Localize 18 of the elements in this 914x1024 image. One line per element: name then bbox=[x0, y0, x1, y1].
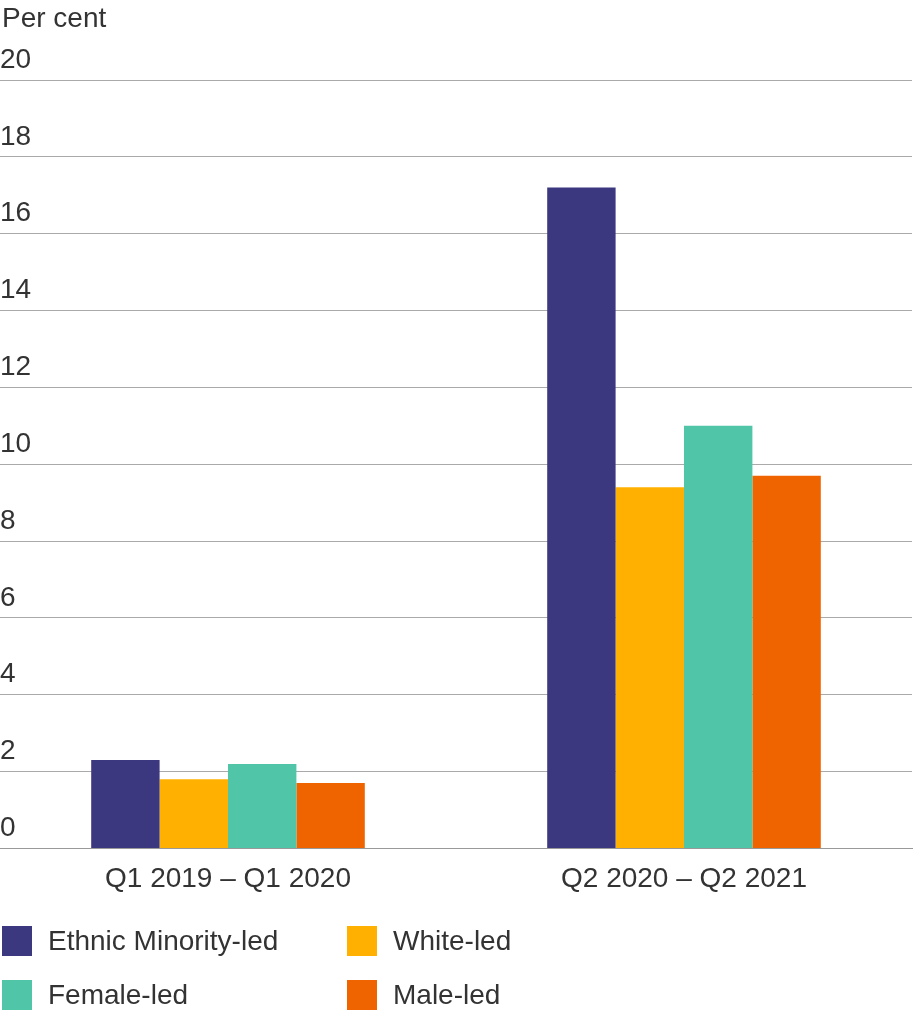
y-tick-label: 12 bbox=[0, 350, 32, 382]
y-tick-label: 14 bbox=[0, 273, 32, 305]
legend-label: Ethnic Minority-led bbox=[48, 925, 279, 957]
y-tick-label: 4 bbox=[0, 657, 16, 689]
x-tick-label: Q2 2020 – Q2 2021 bbox=[561, 861, 807, 893]
y-tick-label: 10 bbox=[0, 426, 32, 458]
x-tick-label: Q1 2019 – Q1 2020 bbox=[105, 861, 351, 893]
y-tick-label: 18 bbox=[0, 119, 32, 151]
y-tick-label: 8 bbox=[0, 503, 16, 535]
y-tick-label: 20 bbox=[0, 42, 32, 74]
legend-label: White-led bbox=[393, 925, 512, 957]
legend-label: Male-led bbox=[393, 979, 501, 1011]
legend-label: Female-led bbox=[48, 979, 189, 1011]
y-axis-title: Per cent bbox=[2, 2, 107, 34]
y-tick-label: 6 bbox=[0, 580, 16, 612]
y-tick-label: 16 bbox=[0, 196, 32, 228]
y-tick-label: 0 bbox=[0, 811, 16, 843]
y-tick-label: 2 bbox=[0, 734, 16, 766]
